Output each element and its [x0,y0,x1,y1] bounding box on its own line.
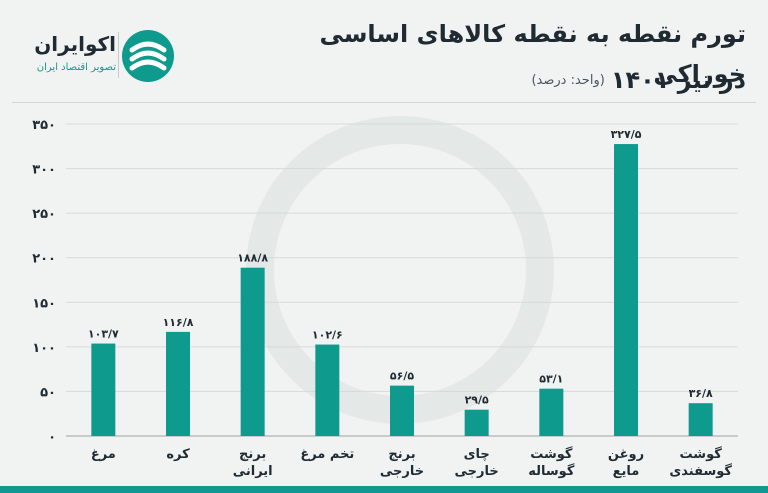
unit-note: (واحد: درصد) [531,72,605,88]
x-tick-label: مایع [613,464,640,479]
bottom-accent-bar [0,486,768,493]
title-line-1: تورم نقطه به نقطه کالاهای اساسی خوراکی [319,20,746,88]
bar [464,409,489,436]
bar [539,388,564,436]
logo-divider [118,32,119,78]
y-tick-label: ۵۰ [40,385,56,400]
data-label: ۱۱۶/۸ [163,316,194,329]
bar [614,144,638,437]
bar [240,267,265,436]
data-label: ۱۰۳/۷ [88,328,119,341]
data-label: ۵۳/۱ [539,373,563,386]
ecoiran-logo-icon [122,30,174,82]
x-tick-label: گوسفندی [669,463,732,479]
logo-name: اکوایران [34,32,116,56]
data-label: ۳۲۷/۵ [611,128,642,141]
data-label: ۱۰۲/۶ [312,329,343,342]
y-tick-label: ۳۵۰ [32,118,56,133]
x-tick-label: چای [464,447,490,462]
x-tick-label: روغن [608,447,644,462]
bar [91,343,116,436]
bar [315,344,340,436]
x-tick-label: خارجی [380,464,424,479]
bar [166,331,190,436]
x-tick-label: کره [166,447,190,462]
logo: اکوایران تصویر اقتصاد ایران [18,28,178,84]
y-tick-label: ۲۰۰ [32,252,56,267]
x-tick-label: تخم مرغ [300,447,354,462]
y-tick-label: ۱۰۰ [32,341,56,356]
x-tick-label: گوشت [530,446,573,462]
logo-tagline: تصویر اقتصاد ایران [36,62,116,73]
title-line-2: در تیر ۱۴۰۱ [610,66,746,94]
y-tick-label: ۲۵۰ [32,207,56,222]
x-tick-label: خارجی [455,464,499,479]
y-tick-label: ۰ [48,430,56,445]
title-line-2-row: در تیر ۱۴۰۱ (واحد: درصد) [531,60,746,100]
chart-title: تورم نقطه به نقطه کالاهای اساسی خوراکی [226,14,746,94]
watermark-ring [246,116,554,424]
x-tick-label: برنج [388,447,415,462]
data-label: ۳۶/۸ [689,387,713,400]
y-tick-label: ۱۵۰ [32,296,56,311]
header-divider [12,102,756,103]
y-tick-label: ۳۰۰ [32,163,56,178]
bar [688,403,713,436]
x-tick-label: گوشت [680,446,723,462]
x-tick-label: برنج [239,447,266,462]
x-tick-label: مرغ [91,447,116,462]
x-tick-label: ایرانی [233,464,273,479]
x-tick-label: گوساله [528,463,575,479]
data-label: ۵۶/۵ [390,370,414,383]
bar [390,385,414,436]
data-label: ۲۹/۵ [465,394,489,407]
data-label: ۱۸۸/۸ [237,252,268,265]
